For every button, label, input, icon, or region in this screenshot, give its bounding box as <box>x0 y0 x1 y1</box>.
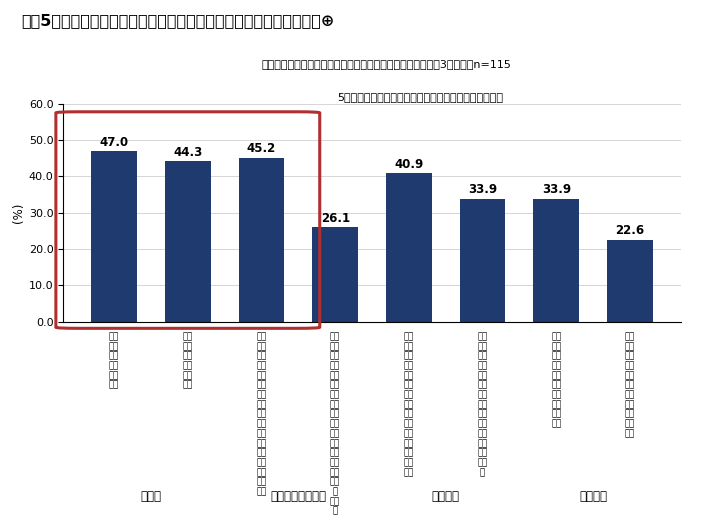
Bar <box>607 240 653 322</box>
Text: 40.9: 40.9 <box>395 158 423 171</box>
Text: 47.0: 47.0 <box>100 136 128 149</box>
Bar <box>312 227 358 322</box>
Bar <box>165 161 211 322</box>
Text: 26.1: 26.1 <box>321 212 350 225</box>
Text: メン
タル
ヘル
ス不
調に
なっ
て、
他部
門の
下業
務の
メン
タル
ヘル
スわ
寄せ
に
なっ
た: メン タル ヘル ス不 調に なっ て、 他部 門の 下業 務の メン タル ヘ… <box>330 332 340 516</box>
Text: 評価懸念: 評価懸念 <box>579 489 607 503</box>
Bar <box>239 158 284 322</box>
Text: 精神
的な
負担
が大
きか
った: 精神 的な 負担 が大 きか った <box>109 332 119 390</box>
Text: 44.3: 44.3 <box>173 146 202 159</box>
Text: 自身
の上
司と
して
の評
価が
下が
るこ
とを
懸念
した: 自身 の上 司と して の評 価が 下が るこ とを 懸念 した <box>625 332 635 438</box>
Text: メンバーへの影響: メンバーへの影響 <box>270 489 326 503</box>
Bar <box>534 199 579 322</box>
Text: 業務
上の
負担
が大
きか
った: 業務 上の 負担 が大 きか った <box>183 332 193 390</box>
Text: 知識不足: 知識不足 <box>432 489 460 503</box>
Text: 図表5：部下のメンタルヘルス不調対応の負担感（管理職に聴取）　⊕: 図表5：部下のメンタルヘルス不調対応の負担感（管理職に聴取） ⊕ <box>21 13 334 28</box>
Y-axis label: (%): (%) <box>11 202 25 223</box>
Text: 33.9: 33.9 <box>542 183 571 196</box>
Text: 管理職のうち、部下のメンタルヘルス不調対応経験者（過去3年以内）n=115: 管理職のうち、部下のメンタルヘルス不調対応経験者（過去3年以内）n=115 <box>261 59 511 69</box>
Text: 負担感: 負担感 <box>140 489 161 503</box>
Text: メン
タル
ヘル
ス不
調に
なっ
て、
他部
門の
下業
務の
負担
が疲
弊し
わ寄
せて
いた: メン タル ヘル ス不 調に なっ て、 他部 門の 下業 務の 負担 が疲 弊… <box>256 332 267 496</box>
Text: 部下
のメ
ンタ
ルヘ
ルス
不調
にど
う接
した
らよ
いか
分か
らな
かっ
た: 部下 のメ ンタ ルヘ ルス 不調 にど う接 した らよ いか 分か らな か… <box>477 332 488 477</box>
Text: 自分
が原
因の
一端
では
ない
かと
責任
を感
じた: 自分 が原 因の 一端 では ない かと 責任 を感 じた <box>551 332 562 429</box>
Text: 部下
のメ
ンタ
ルヘ
ルス
不調
につ
いて
の知
識が
不足
して
いる
と感
じた: 部下 のメ ンタ ルヘ ルス 不調 につ いて の知 識が 不足 して いる と… <box>404 332 414 477</box>
Text: 33.9: 33.9 <box>468 183 497 196</box>
Text: 22.6: 22.6 <box>616 225 644 238</box>
Text: 45.2: 45.2 <box>247 142 276 155</box>
Text: 5件法の肯定回答率（とてもあてはまる／あてはまる）: 5件法の肯定回答率（とてもあてはまる／あてはまる） <box>337 92 503 102</box>
Bar <box>460 199 505 322</box>
Bar <box>386 173 432 322</box>
Bar <box>91 151 137 322</box>
